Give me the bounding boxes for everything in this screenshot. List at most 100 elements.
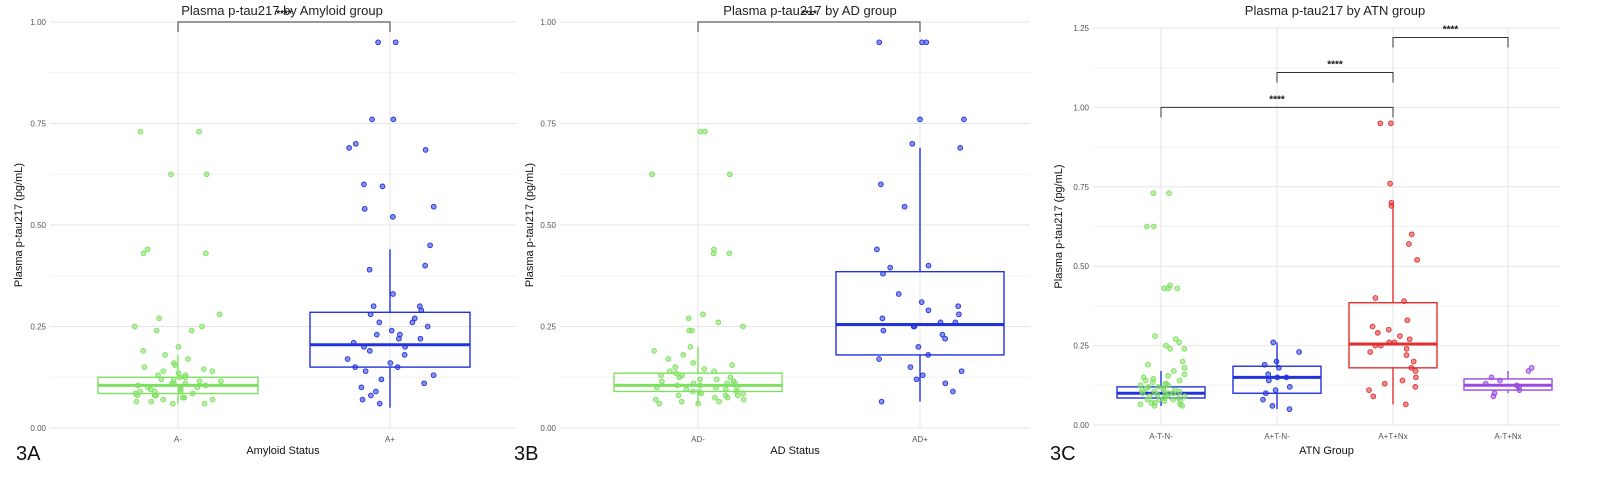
chart-title: Plasma p-tau217 by ATN group <box>1245 3 1425 18</box>
data-point <box>177 374 183 381</box>
data-point <box>427 242 433 249</box>
data-point <box>1408 364 1415 371</box>
y-tick-label: 1.00 <box>30 18 46 27</box>
y-tick-label: 0.00 <box>30 424 46 433</box>
data-point <box>956 311 962 318</box>
x-tick-label: A+T+Nx <box>1378 432 1407 441</box>
data-point <box>131 323 138 330</box>
data-point <box>907 364 914 370</box>
x-axis-label: Amyloid Status <box>246 445 320 457</box>
data-point <box>700 311 706 318</box>
y-tick-label: 0.75 <box>1073 183 1089 192</box>
data-point <box>1276 364 1282 371</box>
data-point <box>137 128 144 135</box>
data-point <box>698 390 705 397</box>
data-point <box>740 390 746 397</box>
data-point <box>1265 371 1272 378</box>
data-point <box>430 372 437 379</box>
data-point <box>690 380 697 387</box>
significance-label: **** <box>801 9 817 20</box>
data-point <box>878 181 884 188</box>
data-point <box>1283 374 1290 381</box>
data-point <box>1152 333 1158 339</box>
data-point <box>1272 387 1279 393</box>
data-point <box>1165 372 1171 379</box>
data-point <box>1137 401 1144 408</box>
data-point <box>390 291 396 297</box>
data-point <box>1377 120 1384 127</box>
y-tick-label: 0.25 <box>1073 342 1089 351</box>
data-point <box>678 398 685 405</box>
data-point <box>352 140 359 147</box>
data-point <box>740 396 747 403</box>
data-point <box>1408 231 1415 238</box>
data-point <box>1413 374 1419 381</box>
data-point <box>133 398 140 405</box>
data-point <box>373 331 380 338</box>
data-point <box>1176 388 1183 395</box>
box-A+ <box>309 311 471 368</box>
data-point <box>915 343 922 350</box>
data-point <box>411 315 418 322</box>
data-point <box>1372 295 1379 301</box>
y-tick-label: 0.00 <box>1073 421 1089 430</box>
data-point <box>879 315 886 322</box>
data-point <box>392 39 399 46</box>
data-point <box>1170 396 1177 403</box>
data-point <box>189 390 196 397</box>
data-point <box>923 39 930 46</box>
data-point <box>740 323 746 330</box>
data-point <box>1374 330 1381 336</box>
data-point <box>162 352 168 358</box>
data-point <box>909 140 916 147</box>
data-point <box>1144 396 1151 403</box>
data-point <box>196 128 202 135</box>
data-point <box>156 315 162 322</box>
panel-label: 3A <box>16 443 41 465</box>
data-point <box>901 203 908 210</box>
data-point <box>913 376 920 383</box>
data-point <box>140 348 147 354</box>
data-point <box>390 116 397 123</box>
data-point <box>685 315 692 322</box>
significance-label: **** <box>1443 25 1459 36</box>
data-point <box>1151 403 1158 409</box>
data-point <box>1370 393 1377 400</box>
data-point <box>1139 390 1146 397</box>
data-point <box>135 382 141 389</box>
data-point <box>394 364 401 370</box>
data-point <box>379 183 386 190</box>
data-point <box>1372 342 1379 349</box>
data-point <box>713 376 720 383</box>
data-point <box>137 388 143 395</box>
data-point <box>675 392 682 399</box>
data-point <box>958 368 965 375</box>
data-point <box>925 352 932 358</box>
data-point <box>724 380 730 387</box>
data-point <box>726 250 733 257</box>
data-point <box>182 380 189 387</box>
data-point <box>1170 368 1177 374</box>
data-point <box>418 307 425 314</box>
data-point <box>957 145 964 151</box>
data-point <box>1165 285 1172 292</box>
data-point <box>1262 390 1269 397</box>
data-point <box>182 374 189 381</box>
data-point <box>376 319 383 326</box>
data-point <box>1386 339 1393 346</box>
data-point <box>401 352 408 358</box>
data-point <box>683 386 690 393</box>
data-point <box>1401 298 1407 304</box>
data-point <box>652 396 659 403</box>
data-point <box>1166 190 1172 197</box>
data-point <box>1174 285 1181 292</box>
data-point <box>874 246 880 253</box>
data-point <box>702 128 708 135</box>
y-tick-label: 0.25 <box>540 323 556 332</box>
data-point <box>344 356 351 362</box>
data-point <box>1163 342 1169 349</box>
data-point <box>388 327 395 334</box>
x-tick-label: A+T-N- <box>1264 432 1290 441</box>
data-point <box>202 250 209 257</box>
y-tick-label: 0.50 <box>540 221 556 230</box>
